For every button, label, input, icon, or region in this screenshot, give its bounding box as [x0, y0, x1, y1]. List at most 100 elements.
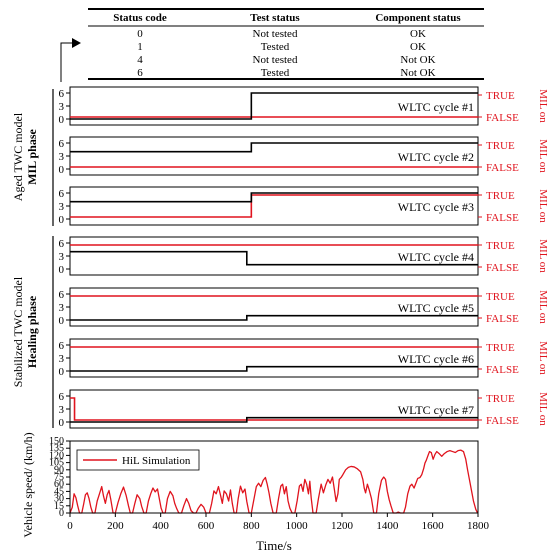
status-table: Status code Test status Component status…: [60, 8, 484, 82]
healing-group-line1: Stabilized TWC model: [11, 276, 25, 387]
y-tick-label: 135: [49, 443, 64, 454]
mil-true-label: TRUE: [486, 140, 515, 152]
y-tick-label: 60: [54, 479, 64, 490]
table-cell: Not OK: [400, 67, 435, 79]
status-panel: 036 TRUE FALSE MIL on WLTC cycle #6: [59, 338, 549, 378]
y-tick-label: 0: [59, 264, 65, 276]
table-pointer-arrowhead: [72, 38, 81, 48]
y-tick-label: 30: [54, 494, 64, 505]
status-series-line: [70, 142, 478, 153]
status-panel: 036 TRUE FALSE MIL on WLTC cycle #2: [59, 136, 549, 176]
mil-false-label: FALSE: [486, 162, 519, 174]
healing-group-line2: Healing phase: [25, 295, 39, 368]
cycle-title: WLTC cycle #1: [398, 100, 474, 114]
mil-true-label: TRUE: [486, 90, 515, 102]
x-tick-label: 600: [198, 520, 215, 532]
y-tick-label: 6: [59, 188, 65, 200]
x-tick-label: 400: [152, 520, 169, 532]
y-tick-label: 105: [49, 458, 64, 469]
y-tick-label: 3: [59, 251, 65, 263]
mil-axis-label: MIL on: [537, 290, 549, 324]
y-tick-label: 0: [59, 164, 65, 176]
table-cell: OK: [410, 41, 426, 53]
y-tick-label: 45: [54, 486, 64, 497]
cycle-title: WLTC cycle #5: [398, 301, 474, 315]
mil-axis-label: MIL on: [537, 341, 549, 375]
status-panel: 036 TRUE FALSE MIL on WLTC cycle #1: [59, 86, 549, 126]
mil-group-line1: Aged TWC model: [11, 112, 25, 201]
status-panel: 036 TRUE FALSE MIL on WLTC cycle #5: [59, 287, 549, 327]
x-tick-label: 800: [243, 520, 260, 532]
status-series-line: [70, 314, 478, 321]
x-axis-title: Time/s: [256, 538, 292, 553]
healing-phase-group-label: Stabilized TWC model Healing phase: [11, 236, 54, 428]
y-tick-label: 0: [59, 114, 65, 126]
status-panel: 036 TRUE FALSE MIL on WLTC cycle #7: [59, 389, 549, 429]
y-tick-label: 120: [49, 450, 64, 461]
mil-axis-label: MIL on: [537, 239, 549, 273]
cycle-title: WLTC cycle #4: [398, 250, 474, 264]
y-tick-label: 3: [59, 404, 65, 416]
y-tick-label: 75: [54, 472, 64, 483]
table-cell: OK: [410, 28, 426, 40]
status-panel: 036 TRUE FALSE MIL on WLTC cycle #3: [59, 186, 549, 226]
table-header-test-status: Test status: [250, 12, 300, 24]
table-header-component-status: Component status: [375, 12, 461, 24]
y-tick-label: 0: [59, 214, 65, 226]
speed-frame: [69, 440, 479, 514]
status-series-line: [70, 192, 478, 203]
table-cell: 1: [137, 41, 143, 53]
y-tick-label: 0: [59, 508, 64, 519]
mil-axis-label: MIL on: [537, 189, 549, 223]
x-tick-label: 200: [107, 520, 124, 532]
y-axis-title: Vehicle speed/ (km/h): [21, 432, 35, 537]
status-series-line: [70, 250, 478, 266]
cycle-title: WLTC cycle #2: [398, 150, 474, 164]
y-tick-label: 6: [59, 138, 65, 150]
y-tick-label: 6: [59, 88, 65, 100]
table-cell: Tested: [261, 67, 290, 79]
mil-true-label: TRUE: [486, 342, 515, 354]
status-series-line: [70, 365, 478, 372]
x-tick-label: 1600: [422, 520, 445, 532]
table-cell: Not tested: [253, 54, 298, 66]
y-tick-label: 150: [49, 436, 64, 447]
mil-false-label: FALSE: [486, 212, 519, 224]
x-tick-label: 0: [67, 520, 73, 532]
table-header-status-code: Status code: [113, 12, 167, 24]
cycle-title: WLTC cycle #7: [398, 403, 474, 417]
y-tick-label: 0: [59, 315, 65, 327]
mil-true-label: TRUE: [486, 393, 515, 405]
y-tick-label: 3: [59, 201, 65, 213]
y-tick-label: 0: [59, 366, 65, 378]
table-cell: Tested: [261, 41, 290, 53]
mil-true-label: TRUE: [486, 190, 515, 202]
status-series-line: [70, 416, 478, 423]
mil-axis-label: MIL on: [537, 392, 549, 426]
table-cell: Not OK: [400, 54, 435, 66]
y-tick-label: 90: [54, 465, 64, 476]
legend-label: HiL Simulation: [122, 455, 191, 467]
x-tick-label: 1800: [467, 520, 490, 532]
mil-axis-label: MIL on: [537, 89, 549, 123]
y-tick-label: 6: [59, 238, 65, 250]
cycle-title: WLTC cycle #6: [398, 352, 474, 366]
y-tick-label: 6: [59, 289, 65, 301]
y-tick-label: 3: [59, 302, 65, 314]
table-cell: 0: [137, 28, 143, 40]
table-pointer-arrow-line: [60, 42, 72, 82]
table-cell: 4: [137, 54, 143, 66]
y-tick-label: 0: [59, 417, 65, 429]
mil-series-line: [70, 397, 478, 421]
legend-box: [76, 449, 200, 471]
table-cell: 6: [137, 67, 143, 79]
x-tick-label: 1200: [331, 520, 354, 532]
x-tick-label: 1400: [376, 520, 399, 532]
status-panel: 036 TRUE FALSE MIL on WLTC cycle #4: [59, 236, 549, 276]
mil-phase-group-label: Aged TWC model MIL phase: [11, 89, 54, 226]
mil-false-label: FALSE: [486, 364, 519, 376]
legend: HiL Simulation: [76, 449, 200, 471]
